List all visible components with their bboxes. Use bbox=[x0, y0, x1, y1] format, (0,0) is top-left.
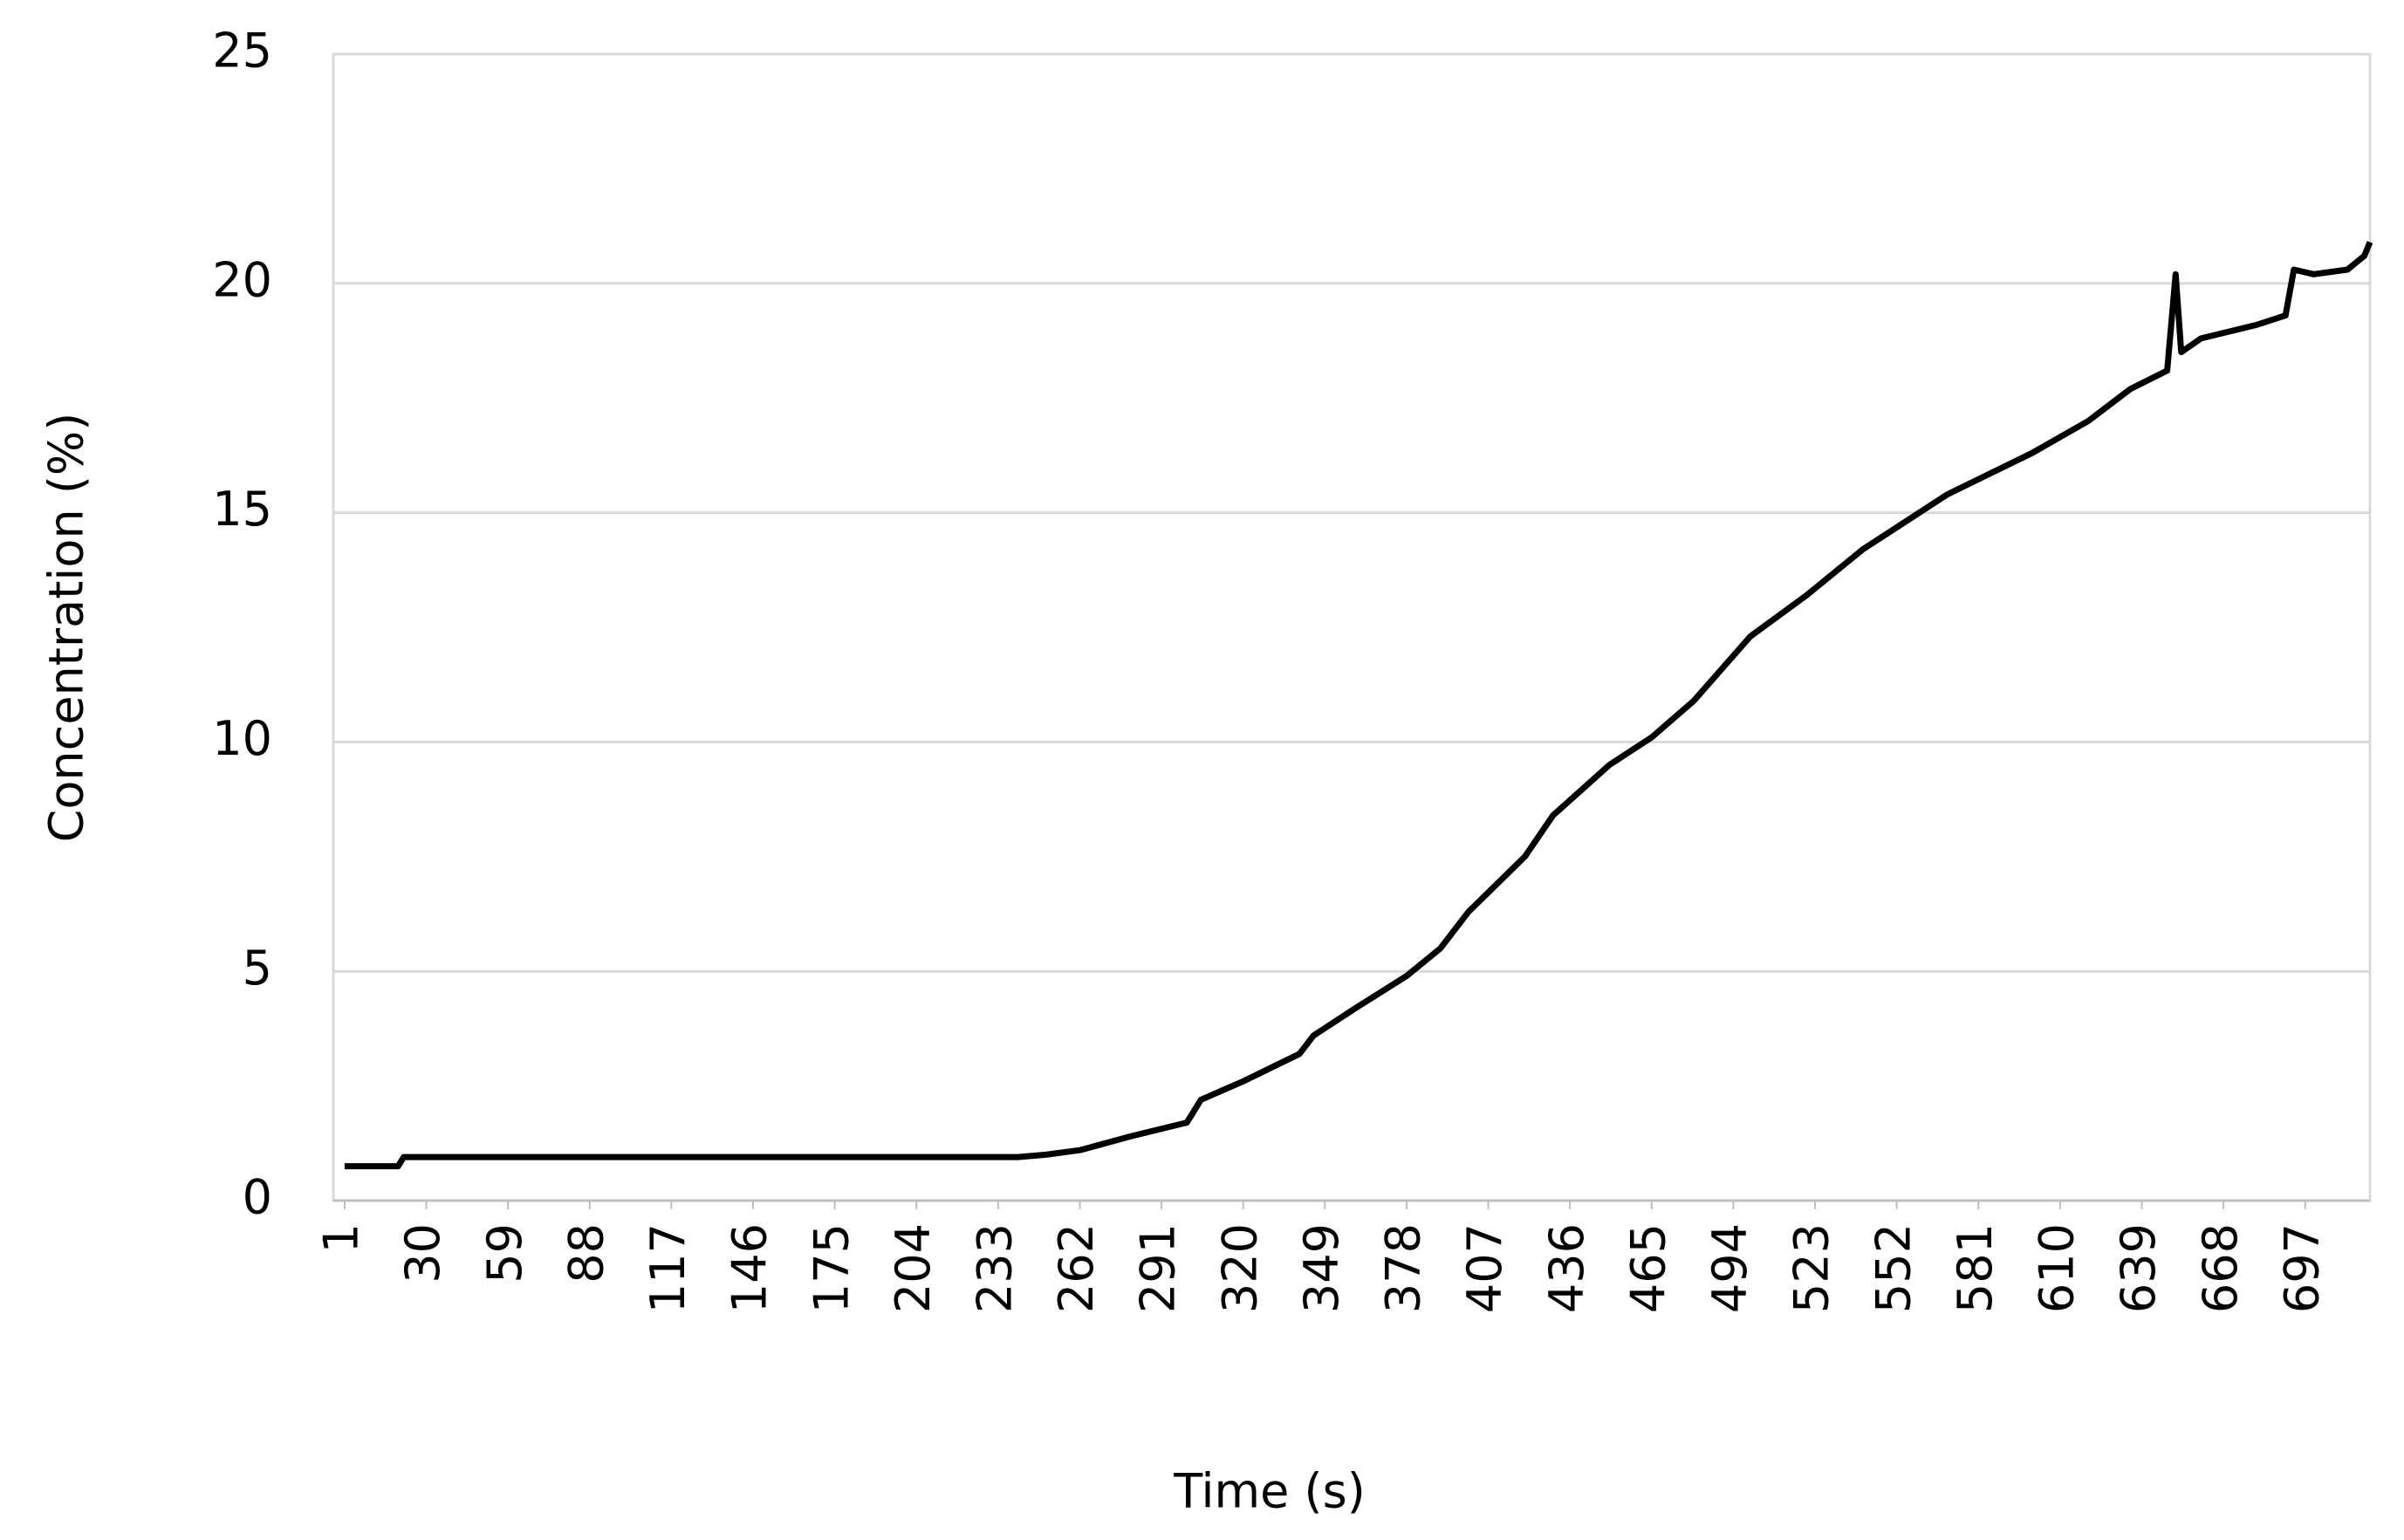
x-tick-label: 1 bbox=[314, 1223, 369, 1253]
x-tick-label: 320 bbox=[1212, 1223, 1267, 1313]
x-tick-label: 494 bbox=[1702, 1223, 1757, 1313]
x-tick-label: 436 bbox=[1539, 1223, 1594, 1313]
x-tick-label: 233 bbox=[967, 1223, 1022, 1313]
x-tick-label: 610 bbox=[2030, 1223, 2085, 1313]
y-tick-label: 0 bbox=[243, 1170, 272, 1225]
x-tick-label: 697 bbox=[2274, 1223, 2329, 1313]
x-tick-label: 175 bbox=[804, 1223, 859, 1313]
x-tick-label: 204 bbox=[886, 1223, 941, 1313]
x-tick-label: 668 bbox=[2193, 1223, 2248, 1313]
plot-area bbox=[332, 52, 2372, 1202]
x-tick-label: 262 bbox=[1049, 1223, 1104, 1313]
x-tick-label: 291 bbox=[1131, 1223, 1186, 1313]
x-axis-label: Time (s) bbox=[1173, 1464, 1366, 1519]
x-tick-label: 349 bbox=[1294, 1223, 1349, 1313]
data-line bbox=[344, 241, 2373, 1170]
x-tick-label: 523 bbox=[1784, 1223, 1839, 1313]
x-tick-label: 59 bbox=[477, 1223, 532, 1283]
x-tick-label: 552 bbox=[1866, 1223, 1921, 1313]
y-axis-label: Concentration (%) bbox=[39, 413, 94, 843]
y-tick-label: 20 bbox=[212, 252, 272, 307]
y-tick-label: 10 bbox=[212, 711, 272, 766]
x-tick-label: 465 bbox=[1620, 1223, 1675, 1313]
x-tick-label: 378 bbox=[1376, 1223, 1431, 1313]
y-tick-label: 25 bbox=[212, 24, 272, 79]
x-tick-label: 30 bbox=[395, 1223, 450, 1283]
y-tick-label: 5 bbox=[243, 941, 272, 996]
x-tick-label: 581 bbox=[1948, 1223, 2003, 1313]
x-tick-label: 146 bbox=[723, 1223, 777, 1313]
x-tick-label: 639 bbox=[2111, 1223, 2166, 1313]
x-tick-label: 88 bbox=[558, 1223, 613, 1283]
x-tick-label: 117 bbox=[640, 1223, 695, 1313]
x-tick-label: 407 bbox=[1457, 1223, 1512, 1313]
y-tick-label: 15 bbox=[212, 482, 272, 537]
